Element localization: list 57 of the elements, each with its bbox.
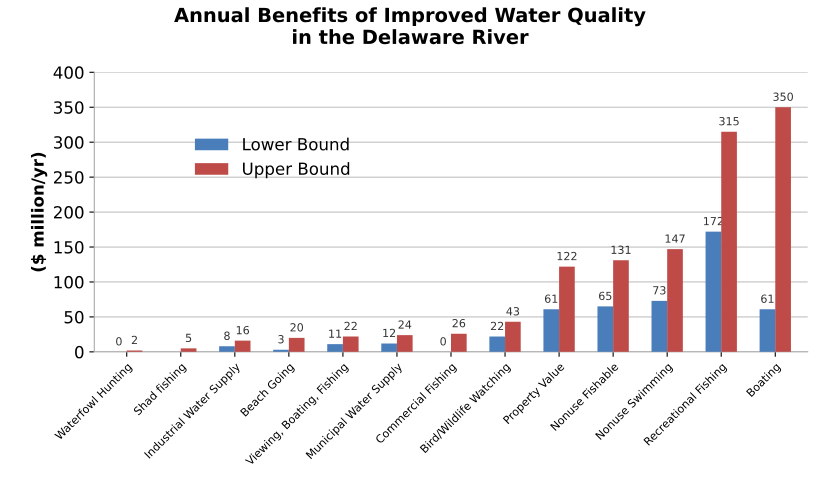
bar	[342, 336, 359, 352]
bar	[381, 343, 397, 352]
data-label: 16	[236, 326, 250, 334]
data-label: 0	[116, 337, 122, 346]
bar	[219, 346, 235, 352]
y-tick-label: 250	[54, 171, 84, 184]
data-label: 12	[383, 328, 396, 337]
bar	[451, 334, 467, 352]
data-label: 3	[278, 335, 284, 344]
data-label: 8	[224, 332, 230, 340]
data-label: 24	[398, 320, 412, 329]
y-tick-label: 150	[54, 240, 84, 254]
bar	[396, 335, 413, 352]
bar	[597, 306, 614, 352]
data-label: 22	[344, 322, 357, 330]
bar	[559, 266, 575, 352]
data-label: 350	[773, 92, 793, 101]
bar	[613, 260, 629, 352]
legend-label: Upper Bound	[243, 162, 350, 178]
data-label: 73	[653, 286, 666, 295]
data-label: 2	[132, 336, 137, 344]
data-label: 20	[290, 323, 304, 332]
bar	[721, 132, 737, 352]
bar	[652, 300, 668, 352]
data-label: 26	[452, 318, 466, 328]
data-label: 0	[440, 337, 446, 346]
bar	[775, 107, 791, 352]
data-label: 147	[666, 234, 685, 243]
bar	[543, 309, 560, 352]
bar	[327, 344, 343, 352]
legend-label: Lower Bound	[243, 138, 349, 151]
y-axis-title: ($ million/yr)	[30, 152, 48, 272]
bar	[505, 322, 521, 352]
bar	[234, 340, 250, 352]
data-label: 22	[490, 322, 504, 330]
data-label: 122	[558, 252, 576, 260]
y-tick-label: 300	[54, 136, 84, 149]
bar	[489, 336, 506, 352]
data-label: 131	[612, 246, 631, 254]
data-label: 65	[599, 292, 612, 300]
y-tick-label: 350	[54, 101, 84, 114]
data-label: 11	[329, 330, 342, 338]
data-label: 43	[506, 307, 520, 316]
data-label: 315	[719, 116, 739, 126]
y-tick-label: 0	[75, 346, 84, 358]
bar	[288, 338, 305, 352]
y-tick-label: 200	[54, 206, 84, 219]
bar	[667, 249, 683, 352]
data-label: 61	[761, 294, 774, 303]
bar	[706, 232, 722, 352]
data-label: 5	[186, 334, 192, 342]
y-tick-label: 100	[54, 276, 84, 289]
y-tick-label: 50	[64, 310, 84, 324]
data-label: 61	[544, 294, 558, 303]
bar	[760, 309, 776, 352]
y-tick-label: 400	[54, 66, 84, 79]
chart-title: Annual Benefits of Improved Water Quality in the Delaware River	[174, 7, 646, 44]
